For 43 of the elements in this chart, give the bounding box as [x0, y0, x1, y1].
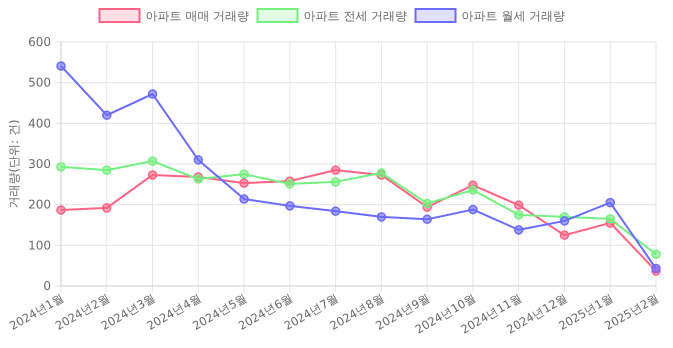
- point: [56, 162, 66, 172]
- legend-label: 아파트 전세 거래량: [304, 9, 408, 23]
- y-tick-label: 100: [28, 238, 51, 252]
- y-axis-title: 거래량(단위: 건): [7, 119, 21, 209]
- point: [239, 194, 249, 204]
- point: [330, 206, 340, 216]
- point: [560, 216, 570, 226]
- legend-label: 아파트 월세 거래량: [462, 9, 566, 23]
- point: [194, 155, 204, 165]
- point: [102, 165, 112, 175]
- point: [514, 200, 524, 210]
- point: [468, 185, 478, 195]
- point: [56, 61, 66, 71]
- point: [239, 169, 249, 179]
- point: [605, 214, 615, 224]
- y-tick-label: 300: [28, 157, 51, 171]
- y-tick-label: 200: [28, 198, 51, 212]
- point: [148, 170, 158, 180]
- point: [560, 230, 570, 240]
- point: [330, 177, 340, 187]
- y-tick-label: 500: [28, 76, 51, 90]
- point: [468, 204, 478, 214]
- point: [605, 198, 615, 208]
- point: [285, 179, 295, 189]
- point: [514, 225, 524, 235]
- y-tick-label: 600: [28, 35, 51, 49]
- point: [422, 198, 432, 208]
- point: [651, 250, 661, 260]
- point: [102, 110, 112, 120]
- point: [422, 214, 432, 224]
- point: [56, 205, 66, 215]
- y-tick-label: 0: [43, 279, 51, 293]
- point: [651, 264, 661, 274]
- point: [285, 201, 295, 211]
- point: [330, 165, 340, 175]
- y-tick-label: 400: [28, 116, 51, 130]
- point: [239, 178, 249, 188]
- legend-label: 아파트 매매 거래량: [146, 9, 250, 23]
- point: [376, 212, 386, 222]
- point: [148, 89, 158, 99]
- point: [148, 156, 158, 166]
- point: [102, 203, 112, 213]
- point: [514, 210, 524, 220]
